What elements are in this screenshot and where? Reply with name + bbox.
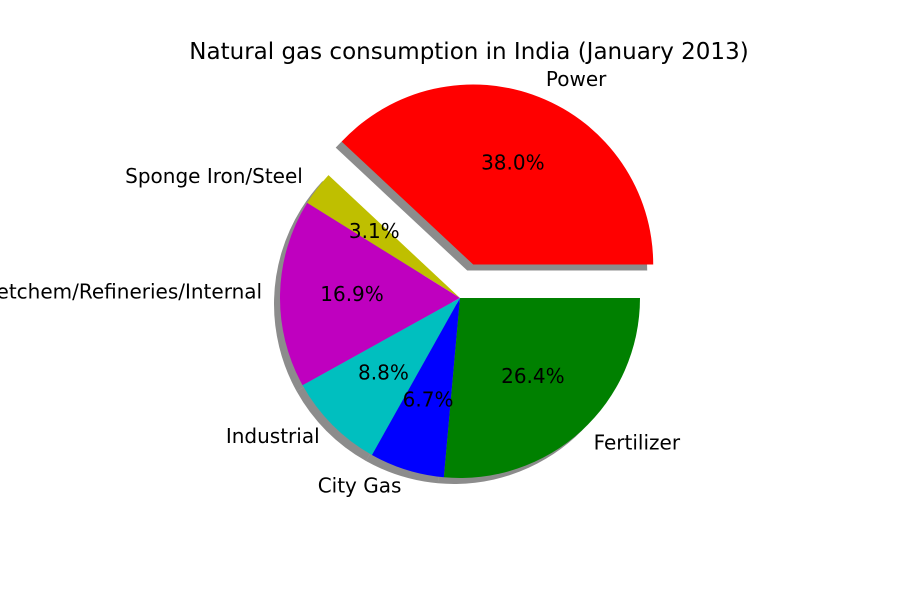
label-layer: Power 38.0% Sponge Iron/Steel 3.1% Petchem/R… <box>0 67 681 498</box>
slice-pct-label-sponge-iron-steel: 3.1% <box>349 219 400 243</box>
slice-pct-label-city-gas: 6.7% <box>403 388 454 412</box>
slice-label-sponge-iron-steel: Sponge Iron/Steel <box>125 164 303 188</box>
slice-label-city-gas: City Gas <box>318 474 402 498</box>
slice-pct-label-petchem-refineries-internal: 16.9% <box>320 282 384 306</box>
wedge-layer <box>279 84 654 478</box>
slice-pct-label-industrial: 8.8% <box>358 361 409 385</box>
slice-label-power: Power <box>546 67 607 91</box>
pie-slice-sponge-iron-steel <box>307 175 460 298</box>
pie-slice-fertilizer <box>443 298 640 478</box>
slice-label-petchem-refineries-internal: Petchem/Refineries/Internal <box>0 280 262 304</box>
pie-slice-petchem-refineries-internal <box>279 202 460 386</box>
pie-slice-city-gas <box>371 298 460 478</box>
slice-label-industrial: Industrial <box>226 424 320 448</box>
pie-slice-industrial <box>302 298 460 456</box>
slice-label-fertilizer: Fertilizer <box>594 431 681 455</box>
slice-pct-label-fertilizer: 26.4% <box>501 364 565 388</box>
pie-slice-power <box>341 84 654 265</box>
chart-title: Natural gas consumption in India (Januar… <box>189 39 748 65</box>
slice-pct-label-power: 38.0% <box>481 151 545 175</box>
